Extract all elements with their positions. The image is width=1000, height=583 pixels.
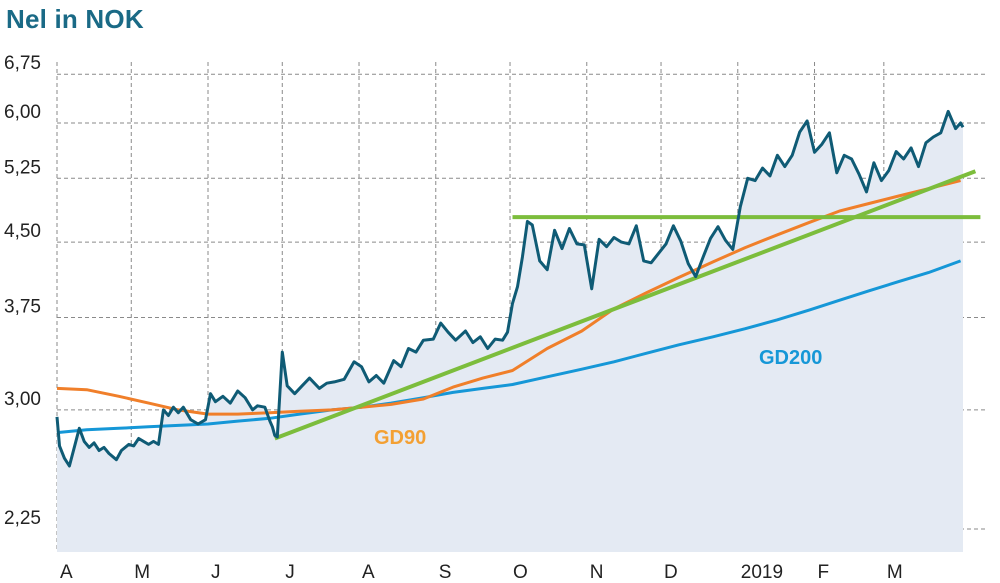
series-lines [55,109,981,468]
x-tick-label: 2019 [741,562,783,583]
x-tick-label: M [134,562,150,583]
x-tick-label: N [590,562,604,583]
x-tick-label: M [887,562,903,583]
price-area-fill [57,111,963,553]
y-tick-label: 2,25 [4,508,41,529]
annotations: GD90 GD200 [374,347,822,449]
gd200-label: GD200 [759,347,822,369]
y-tick-label: 3,75 [4,297,41,318]
x-tick-label: A [362,562,375,583]
chart-title: Nel in NOK [6,4,144,34]
x-tick-label: S [439,562,452,583]
price-area [57,111,963,553]
x-tick-label: J [211,562,221,583]
x-tick-label: D [664,562,678,583]
x-tick-label: A [60,562,73,583]
y-tick-label: 6,00 [4,102,41,123]
y-axis-ticks: 2,25 3,00 3,75 4,50 5,25 6,00 6,75 [4,53,41,529]
gd90-line [56,179,961,416]
gd90-label: GD90 [374,427,426,449]
price-line [55,109,965,468]
x-tick-label: J [285,562,295,583]
y-tick-label: 3,00 [4,389,41,410]
x-axis-ticks: A M J J A S O N D 2019 F M [60,562,903,583]
x-tick-label: F [818,562,830,583]
y-tick-label: 5,25 [4,157,41,178]
x-tick-label: O [513,562,528,583]
y-tick-label: 6,75 [4,53,41,74]
gd200-line [56,259,962,435]
y-tick-label: 4,50 [4,221,41,242]
